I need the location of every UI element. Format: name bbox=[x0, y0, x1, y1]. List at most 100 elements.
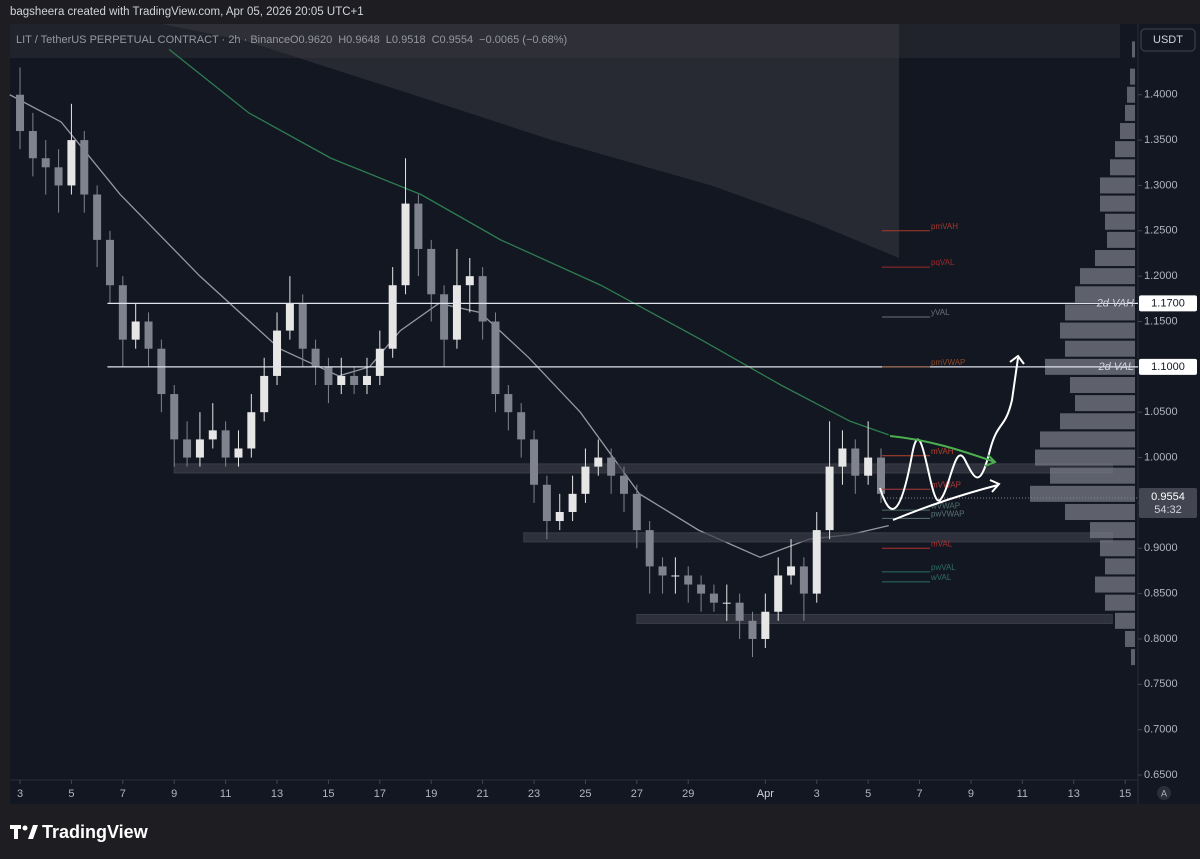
brand-logo bbox=[10, 825, 38, 839]
ohlc-value: L0.9518 bbox=[386, 34, 426, 46]
annotation-label: pqVAL bbox=[931, 258, 955, 267]
candle-body bbox=[273, 330, 282, 376]
ohlc-value: H0.9648 bbox=[338, 34, 380, 46]
volume-profile-bar bbox=[1040, 431, 1135, 448]
x-tick-label: 9 bbox=[171, 788, 177, 800]
candle-body bbox=[440, 294, 449, 340]
candle-body bbox=[658, 566, 667, 576]
last-price: 0.9554 bbox=[1151, 491, 1185, 503]
last-price-box bbox=[1139, 488, 1197, 519]
volume-profile-bar bbox=[1125, 104, 1135, 121]
candle-body bbox=[722, 602, 731, 604]
x-tick-label: 15 bbox=[322, 788, 334, 800]
currency-button[interactable] bbox=[1140, 28, 1196, 52]
auto-button[interactable] bbox=[1157, 786, 1171, 800]
annotation-label: pmVWAP bbox=[931, 358, 965, 367]
candle-body bbox=[208, 430, 217, 440]
candle-body bbox=[838, 448, 847, 467]
volume-profile-bar bbox=[1105, 213, 1135, 230]
x-tick-label: 25 bbox=[579, 788, 591, 800]
y-tick-label: 1.4000 bbox=[1144, 89, 1178, 101]
x-tick-label: 13 bbox=[1068, 788, 1080, 800]
x-tick-label: 7 bbox=[916, 788, 922, 800]
volume-profile-bar bbox=[1065, 340, 1135, 357]
candle-body bbox=[581, 466, 590, 494]
volume-profile-bar bbox=[1127, 86, 1135, 103]
volume-profile-bar bbox=[1105, 594, 1135, 611]
x-tick-label: 3 bbox=[814, 788, 820, 800]
candle-body bbox=[298, 303, 307, 349]
countdown: 54:32 bbox=[1154, 504, 1182, 516]
drawing-curve bbox=[889, 435, 996, 463]
candle-body bbox=[594, 457, 603, 467]
ohlc-value: −0.0065 (−0.68%) bbox=[479, 34, 567, 46]
candle-body bbox=[54, 167, 63, 186]
volume-profile-bar bbox=[1050, 467, 1135, 484]
chart-pane bbox=[10, 24, 1138, 804]
annotation-label: wVWAP bbox=[930, 501, 960, 510]
candle-body bbox=[105, 239, 114, 286]
x-tick-label: 5 bbox=[865, 788, 871, 800]
x-tick-label: 19 bbox=[425, 788, 437, 800]
annotation-label: pwVWAP bbox=[931, 509, 965, 518]
ohlc-value: C0.9554 bbox=[432, 34, 474, 46]
y-tick-label: 0.7500 bbox=[1144, 678, 1178, 690]
candle-body bbox=[530, 439, 539, 485]
candle-body bbox=[16, 94, 25, 132]
y-tick-label: 0.8500 bbox=[1144, 588, 1178, 600]
volume-profile-bar bbox=[1125, 630, 1135, 647]
volume-profile-bar bbox=[1131, 649, 1135, 666]
candle-body bbox=[517, 412, 526, 440]
candle-body bbox=[80, 140, 89, 195]
zone bbox=[636, 613, 1113, 625]
candle-body bbox=[761, 611, 770, 639]
candle-body bbox=[414, 203, 423, 249]
candle-body bbox=[285, 303, 294, 331]
symbol: LIT / TetherUS PERPETUAL CONTRACT · 2h ·… bbox=[16, 34, 290, 46]
y-tick-label: 0.8000 bbox=[1144, 633, 1178, 645]
drawing-arrowhead bbox=[1009, 354, 1025, 365]
annotation-label: mVWAP bbox=[931, 480, 961, 489]
candle-body bbox=[427, 248, 436, 295]
candle-body bbox=[118, 285, 127, 340]
candle-body bbox=[632, 493, 641, 531]
x-tick-label: 11 bbox=[220, 788, 231, 800]
annotation-label: mVAL bbox=[931, 539, 953, 548]
candle-body bbox=[67, 140, 76, 186]
annotation-label: pwVAL bbox=[931, 563, 956, 572]
volume-profile-bar bbox=[1115, 612, 1135, 629]
volume-profile-bar bbox=[1115, 141, 1135, 158]
candle-body bbox=[388, 285, 397, 349]
candle-body bbox=[645, 530, 654, 567]
x-tick-label: 7 bbox=[120, 788, 126, 800]
volume-profile-bar bbox=[1110, 159, 1135, 176]
brand-name: TradingView bbox=[42, 822, 149, 842]
candle-body bbox=[234, 448, 243, 458]
candle-body bbox=[183, 439, 192, 458]
x-tick-label: 11 bbox=[1017, 788, 1028, 800]
y-tick-label: 1.1500 bbox=[1144, 315, 1178, 327]
volume-profile-bar bbox=[1130, 68, 1135, 85]
candle-body bbox=[876, 457, 885, 494]
volume-profile-bar bbox=[1107, 231, 1135, 248]
y-tick-label: 0.9000 bbox=[1144, 542, 1178, 554]
candle-body bbox=[131, 321, 140, 340]
y-tick-label: 0.7000 bbox=[1144, 724, 1178, 736]
ohlc-value: O0.9620 bbox=[290, 34, 332, 46]
candle-body bbox=[93, 194, 102, 240]
x-tick-label: 27 bbox=[631, 788, 643, 800]
drawing-arrowhead bbox=[984, 454, 997, 467]
candle-body bbox=[478, 276, 487, 322]
x-tick-label: 13 bbox=[271, 788, 283, 800]
volume-profile-bar bbox=[1065, 503, 1135, 520]
candle-body bbox=[851, 448, 860, 476]
volume-profile-bar bbox=[1060, 322, 1135, 339]
annotation-label: wVAL bbox=[930, 573, 952, 582]
volume-profile-bar bbox=[1090, 522, 1135, 539]
x-tick-label: 15 bbox=[1119, 788, 1131, 800]
volume-profile-bar bbox=[1070, 376, 1135, 393]
y-tick-label: 1.0500 bbox=[1144, 406, 1178, 418]
volume-profile-bar bbox=[1065, 304, 1135, 321]
candle-body bbox=[144, 321, 153, 349]
